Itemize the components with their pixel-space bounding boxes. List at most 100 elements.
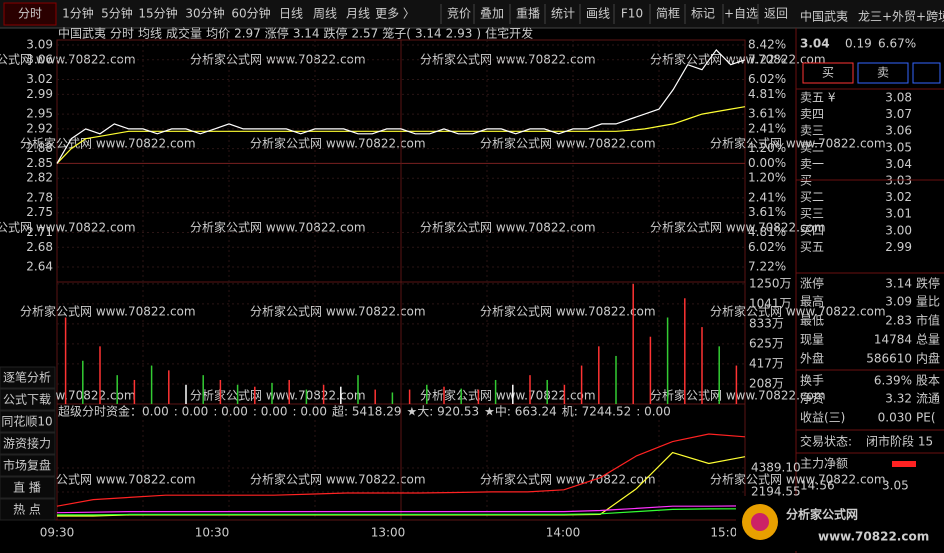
sidebar-button[interactable] (0, 498, 56, 521)
watermark: 分析家公式网 www.70822.com (420, 52, 596, 67)
stock-name: 中国武夷 (800, 9, 848, 24)
main-force-bar (892, 461, 916, 467)
toolbar-button[interactable]: F10 (621, 7, 643, 21)
stat-label: 现量 (800, 333, 824, 347)
info-item: 2.97 (234, 27, 261, 41)
watermark: 分析家公式网 www.70822.com (420, 388, 596, 403)
sidebar-label[interactable]: 直 播 (13, 481, 41, 495)
toolbar-button[interactable]: 叠加 (480, 7, 504, 21)
sidebar-button[interactable] (0, 476, 56, 499)
watermark: 分析家公式网 www.70822.com (480, 472, 656, 487)
toolbar-button[interactable]: 重播 (516, 7, 540, 21)
stat-label: 净资 (800, 392, 824, 406)
sidebar-button[interactable] (0, 366, 56, 389)
logo-title: 分析家公式网 (786, 507, 858, 522)
y-tick-label: 2.95 (26, 107, 53, 121)
tab[interactable]: 周线 (313, 7, 337, 21)
pct-label: 8.42% (748, 38, 786, 52)
sidebar-label[interactable]: 热 点 (13, 503, 41, 517)
tab[interactable]: 分时 (18, 7, 42, 21)
sell-label[interactable]: 卖 (877, 66, 889, 80)
y-tick-label: 3.09 (26, 38, 53, 52)
buy-button[interactable] (802, 62, 854, 84)
watermark: 分析家公式网 www.70822.com (650, 388, 826, 403)
sidebar-label[interactable]: 公式下载 (3, 393, 51, 407)
toolbar-button[interactable]: 返回 (764, 7, 788, 21)
tab[interactable]: 15分钟 (138, 6, 177, 21)
buy-label[interactable]: 买 (822, 66, 834, 80)
watermark: 分析家公式网 www.70822.com (250, 136, 426, 151)
watermark: 分析家公式网 www.70822.com (480, 304, 656, 319)
stat-value: 586610 (866, 352, 912, 366)
pct-label: 3.61% (748, 107, 786, 121)
watermark: 分析家公式网 www.70822.com (480, 136, 656, 151)
extra-button[interactable] (912, 62, 941, 84)
toolbar-button[interactable]: 统计 (551, 7, 575, 21)
stat-next: 流通 (916, 392, 940, 406)
book-label: 买五 (800, 240, 824, 254)
info-item: ) (476, 27, 481, 41)
watermark: 分析家公式网 www.70822.com (20, 136, 196, 151)
tab[interactable]: 更多 〉 (375, 7, 415, 21)
pct-label: 0.00% (748, 156, 786, 170)
info-item: 均价 (206, 27, 230, 41)
pct-label: 2.41% (748, 121, 786, 135)
y-tick-label: 2.64 (26, 260, 53, 274)
change-pct: 6.67% (878, 37, 916, 51)
y-tick-label: 3.02 (26, 72, 53, 86)
toolbar-button[interactable]: 标记 (691, 7, 715, 21)
tab[interactable]: 月线 (346, 7, 370, 21)
y-tick-label: 2.92 (26, 121, 53, 135)
info-item: 笼子( (382, 26, 411, 41)
watermark: 分析家公式网 www.70822.com (710, 472, 886, 487)
y-tick-label: 625万 (749, 336, 784, 350)
info-item: 跌停 (324, 26, 348, 41)
concept: 龙三+外贸+跨境 (858, 9, 944, 24)
sidebar-button[interactable] (0, 454, 56, 477)
info-item: 2.93 (446, 27, 473, 41)
pct-label: 4.81% (748, 225, 786, 239)
stat-value: 2.83 (885, 314, 912, 328)
tab[interactable]: 60分钟 (231, 6, 270, 21)
toolbar-button[interactable]: +自选 (724, 7, 758, 21)
watermark: 分析家公式网 www.70822.com (190, 388, 366, 403)
book-price: 3.02 (885, 190, 912, 204)
toolbar-button[interactable]: 竞价 (447, 7, 471, 21)
sidebar-button[interactable] (0, 388, 56, 411)
sidebar-label[interactable]: 市场复盘 (3, 458, 51, 473)
y-tick-label: 833万 (749, 316, 784, 330)
tab[interactable]: 5分钟 (101, 6, 133, 21)
book-label: 卖二 (800, 140, 824, 154)
sell-button[interactable] (857, 62, 909, 84)
toolbar-button[interactable]: 简框 (656, 7, 680, 21)
y-tick-label: 3.06 (26, 52, 53, 66)
info-item: 分时 (110, 27, 134, 41)
book-label: 卖一 (800, 157, 824, 171)
info-item: 3.14 (415, 27, 442, 41)
tab-active (3, 2, 57, 26)
tab[interactable]: 日线 (279, 7, 303, 21)
pct-label: 4.81% (748, 87, 786, 101)
watermark: 分析家公式网 www.70822.com (190, 52, 366, 67)
sidebar-button[interactable] (0, 410, 56, 433)
tab[interactable]: 30分钟 (185, 6, 224, 21)
stat-label: 最低 (800, 314, 824, 328)
tab[interactable]: 1分钟 (62, 6, 94, 21)
sidebar-button[interactable] (0, 432, 56, 455)
pct-label: 2.41% (748, 190, 786, 204)
status-label: 交易状态: (800, 434, 852, 449)
pct-label: 1.20% (748, 171, 786, 185)
sidebar-label[interactable]: 同花顺10 (1, 414, 52, 429)
pct-label: 6.02% (748, 240, 786, 254)
sidebar-label[interactable]: 逐笔分析 (3, 370, 51, 385)
sidebar-label[interactable]: 游资接力 (3, 436, 51, 451)
y-tick-label: 1041万 (749, 296, 792, 310)
stat-next: 总量 (916, 333, 940, 347)
book-label: 卖四 (800, 107, 824, 121)
info-item: 中国武夷 (58, 26, 106, 41)
watermark: 分析家公式网 www.70822.com (0, 52, 136, 67)
stat-value: 3.09 (885, 295, 912, 309)
book-label: 卖三 (800, 124, 824, 138)
info-item: 住宅开发 (485, 26, 533, 41)
toolbar-button[interactable]: 画线 (586, 7, 610, 21)
